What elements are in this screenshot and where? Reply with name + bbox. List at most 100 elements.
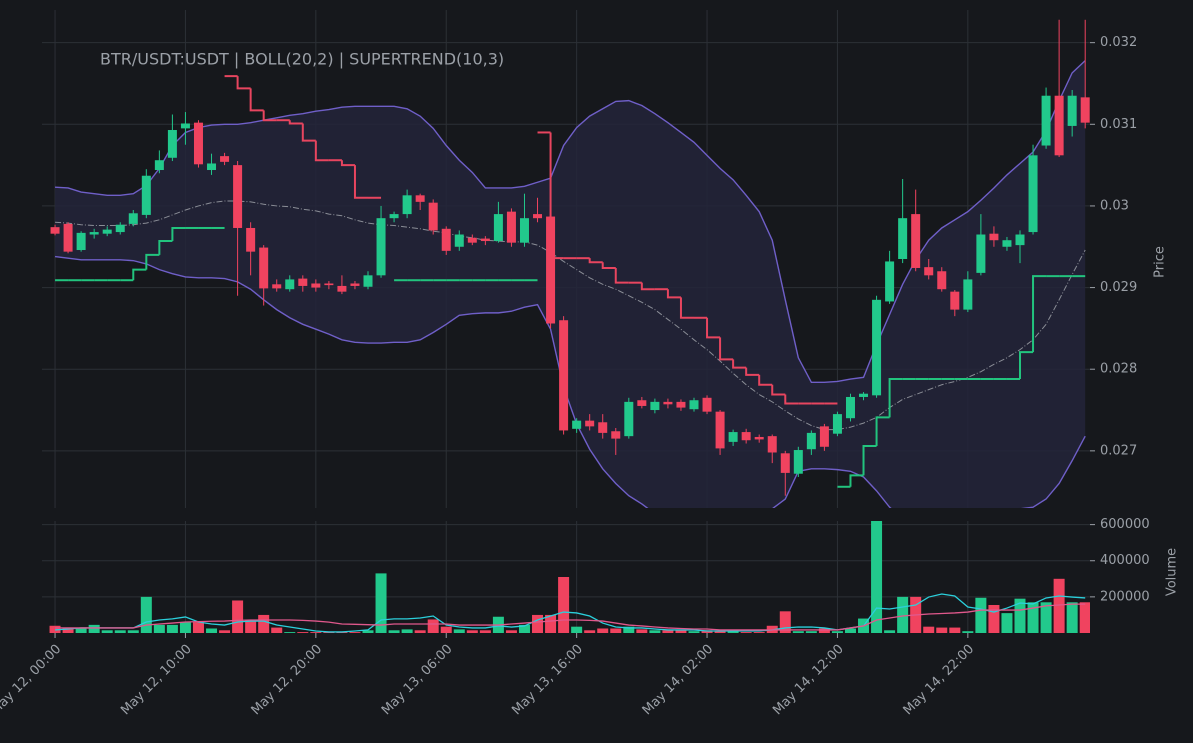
candle-body — [780, 453, 790, 473]
volume-bar — [466, 630, 478, 633]
candle-body — [246, 227, 256, 252]
candle-body — [454, 234, 464, 247]
volume-bar — [1053, 578, 1065, 633]
supertrend-down — [614, 267, 629, 284]
volume-bar — [349, 632, 361, 633]
supertrend-down — [588, 258, 603, 264]
candle-body — [415, 195, 425, 202]
candle-body — [728, 432, 738, 442]
candle-body — [663, 401, 673, 405]
candle-body — [376, 218, 386, 276]
y-tick-label: 0.03 — [1100, 198, 1129, 213]
volume-bar — [532, 614, 544, 633]
candle-body — [676, 401, 686, 408]
candle-body — [1067, 95, 1077, 126]
volume-bar — [453, 629, 465, 633]
volume-bar — [818, 628, 830, 633]
candle-body — [1028, 155, 1038, 233]
candle-body — [624, 401, 634, 437]
candle-body — [1080, 97, 1090, 123]
supertrend-up — [875, 416, 890, 446]
supertrend-down — [784, 394, 799, 405]
band-middle — [55, 200, 1086, 431]
candle-body — [76, 232, 86, 251]
volume-bar — [101, 630, 113, 633]
supertrend-up — [1032, 275, 1047, 353]
candle-body — [546, 216, 556, 324]
volume-bar — [897, 596, 909, 633]
supertrend-up — [171, 226, 186, 242]
candle-body — [89, 232, 99, 235]
volume-bar — [427, 619, 439, 633]
volume-bar — [1066, 602, 1078, 633]
candle-body — [102, 229, 112, 234]
volume-bar — [584, 630, 596, 633]
candle-body — [220, 156, 230, 162]
candle-body — [650, 401, 660, 411]
volume-bar — [127, 630, 139, 633]
candle-body — [402, 195, 412, 215]
y-tick-label: 0.028 — [1100, 362, 1137, 377]
volume-bar — [232, 600, 244, 633]
candle-body — [689, 400, 699, 410]
supertrend-up — [849, 474, 864, 487]
volume-bar — [388, 630, 400, 633]
candle-body — [298, 278, 308, 286]
candle-body — [363, 275, 373, 287]
candle-body — [128, 213, 138, 224]
supertrend-up — [1019, 351, 1034, 380]
supertrend-down — [745, 367, 760, 376]
volume-bar — [636, 629, 648, 633]
volume-bar — [297, 632, 309, 633]
volume-bar — [936, 627, 948, 633]
volume-bar — [179, 622, 191, 633]
volume-bar — [245, 620, 257, 633]
volume-bar — [779, 611, 791, 633]
candle-body — [611, 431, 621, 439]
candle-body — [389, 214, 399, 219]
candle-body — [585, 420, 595, 427]
y-tick-label: 0.029 — [1100, 280, 1137, 295]
volume-bar — [688, 631, 700, 633]
candle-body — [207, 163, 217, 171]
candle-body — [806, 432, 816, 450]
supertrend-down — [758, 374, 773, 386]
supertrend-down — [340, 160, 355, 167]
candle-body — [898, 218, 908, 259]
supertrend-down — [301, 123, 316, 142]
candle-body — [519, 218, 529, 243]
supertrend-up — [158, 240, 173, 255]
volume-bar — [597, 628, 609, 633]
candle-body — [741, 432, 751, 441]
volume-bar — [831, 631, 843, 633]
volume-bar — [1027, 602, 1039, 633]
candle-body — [154, 160, 164, 171]
volume-bar — [401, 629, 413, 633]
volume-bar — [1014, 598, 1026, 633]
volume-bar — [271, 627, 283, 633]
volume-bar — [1040, 602, 1052, 633]
candle-body — [467, 237, 477, 243]
candle-body — [167, 130, 177, 158]
volume-bar — [414, 630, 426, 633]
volume-bar — [884, 630, 896, 633]
supertrend-up — [862, 444, 877, 476]
chart-title: BTR/USDT:USDT | BOLL(20,2) | SUPERTREND(… — [100, 50, 504, 69]
volume-bar — [219, 630, 231, 633]
volume-bar — [75, 627, 87, 633]
volume — [49, 521, 1090, 633]
supertrend-up — [145, 253, 160, 270]
volume-bar — [206, 628, 218, 633]
volume-bar — [88, 624, 100, 633]
candle-body — [1041, 95, 1051, 146]
supertrend-up — [132, 268, 147, 281]
supertrend-down — [314, 140, 329, 162]
candle-body — [285, 279, 295, 290]
volume-bar — [505, 630, 517, 633]
candle-body — [193, 122, 203, 165]
candle-body — [493, 214, 503, 242]
candle-body — [637, 400, 647, 406]
volume-bar — [62, 627, 74, 633]
y-tick-label: 0.032 — [1100, 35, 1137, 50]
